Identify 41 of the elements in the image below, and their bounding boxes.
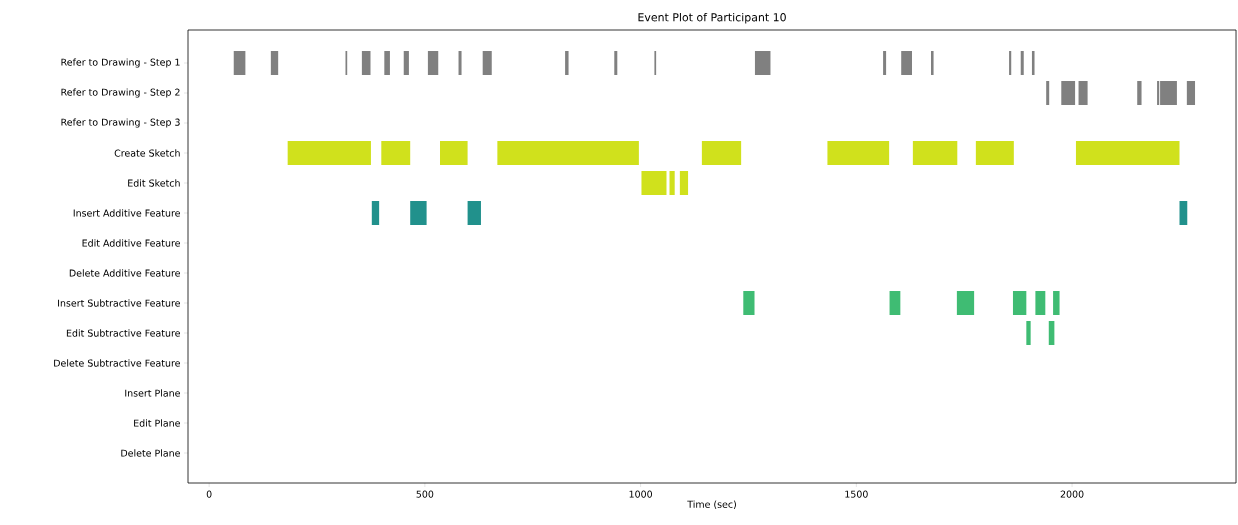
y-tick-label: Insert Subtractive Feature	[58, 299, 180, 307]
bar	[361, 51, 371, 75]
bar	[614, 51, 618, 75]
bar	[427, 51, 439, 75]
y-tick-label: Edit Subtractive Feature	[66, 329, 180, 337]
x-tick-label: 0	[206, 490, 212, 498]
x-tick-label: 500	[416, 490, 434, 498]
y-tick-label: Edit Additive Feature	[82, 239, 180, 247]
y-tick-label: Refer to Drawing - Step 1	[61, 58, 180, 68]
bar	[565, 51, 569, 75]
bar	[384, 51, 390, 75]
y-tick-label: Edit Sketch	[128, 179, 180, 187]
bar	[1137, 81, 1142, 105]
x-axis-title: Time (sec)	[687, 500, 736, 509]
y-tick-label: Delete Subtractive Feature	[54, 359, 180, 367]
bar	[1160, 81, 1177, 105]
y-tick-label: Delete Additive Feature	[69, 269, 180, 277]
y-tick-label: Refer to Drawing - Step 2	[61, 88, 180, 98]
bar	[410, 201, 427, 225]
y-tick-label: Create Sketch	[114, 149, 180, 157]
bar	[1009, 51, 1012, 75]
bar	[403, 51, 409, 75]
x-tick-label: 1500	[845, 490, 868, 498]
bar	[371, 201, 380, 225]
bar	[1186, 81, 1196, 105]
bar	[930, 51, 934, 75]
y-tick-label: Delete Plane	[121, 449, 180, 457]
y-tick-label: Edit Plane	[134, 419, 180, 427]
bar	[1179, 201, 1188, 225]
bar	[901, 51, 912, 75]
x-tick-label: 1000	[629, 490, 653, 498]
bar	[883, 51, 887, 75]
chart-title: Event Plot of Participant 10	[638, 12, 786, 24]
y-tick-label: Refer to Drawing - Step 3	[61, 118, 180, 128]
x-tick-label: 2000	[1060, 490, 1084, 498]
bar	[1020, 51, 1024, 75]
bar	[1031, 51, 1035, 75]
y-tick-label: Insert Additive Feature	[73, 209, 180, 217]
y-tick-label: Insert Plane	[125, 389, 180, 397]
bar	[467, 201, 481, 225]
bar	[754, 51, 771, 75]
